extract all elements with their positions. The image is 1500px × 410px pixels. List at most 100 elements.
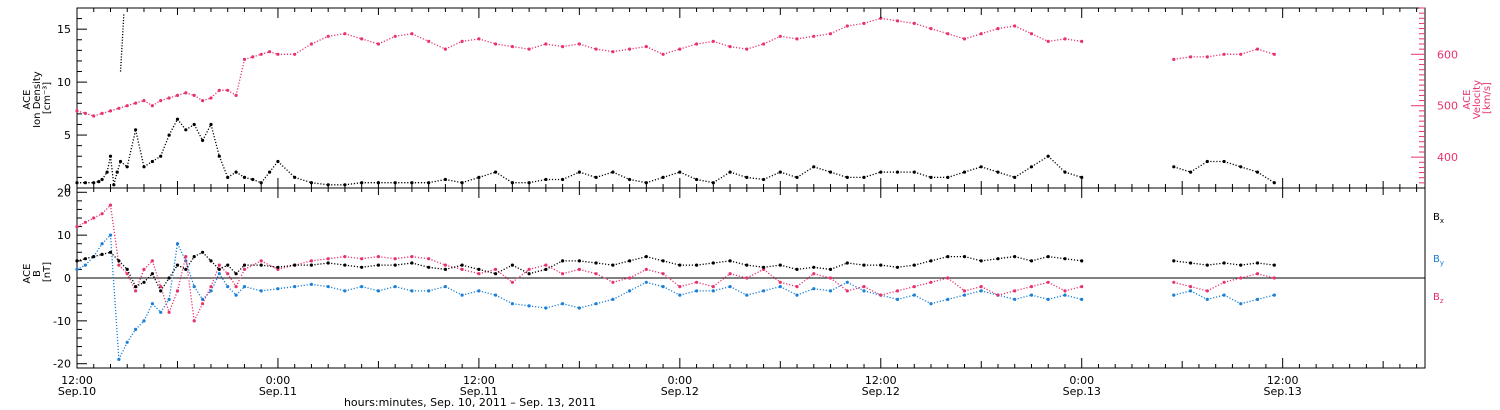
bx-segment: [579, 260, 597, 264]
legend-bz-sub: z: [1440, 297, 1444, 305]
by-segment: [813, 288, 831, 292]
velocity-segment: [411, 33, 429, 42]
bz-segment: [478, 268, 496, 275]
density-segment: [562, 171, 580, 181]
bz-segment: [227, 273, 237, 287]
bz-segment: [930, 277, 948, 283]
bz-segment: [980, 286, 999, 296]
by-segment: [118, 342, 128, 360]
field-tick-label: 0: [64, 272, 71, 285]
density-point: [1080, 175, 1084, 179]
bz-segment: [629, 268, 647, 279]
bx-segment: [210, 260, 220, 270]
bz-segment: [428, 258, 446, 266]
velocity-segment: [964, 33, 982, 40]
density-segment: [113, 171, 118, 185]
velocity-segment: [579, 43, 597, 50]
density-segment: [579, 171, 597, 179]
density-segment: [168, 118, 179, 136]
density-segment: [202, 124, 212, 141]
by-segment: [328, 285, 346, 292]
bx-segment: [545, 260, 563, 270]
density-tick-label: 10: [57, 76, 71, 89]
bx-segment: [746, 264, 764, 268]
by-segment: [529, 305, 546, 309]
bz-segment: [244, 260, 262, 270]
bx-segment: [830, 262, 848, 271]
velocity-segment: [445, 40, 463, 50]
bx-segment: [118, 260, 128, 270]
legend-bz-base: B: [1433, 292, 1440, 303]
bz-segment: [1031, 281, 1049, 288]
bx-segment: [696, 262, 714, 266]
bx-segment: [202, 251, 212, 262]
by-segment: [210, 273, 220, 292]
density-segment: [813, 166, 831, 173]
by-segment: [729, 286, 748, 296]
by-segment: [1207, 294, 1225, 301]
density-segment: [176, 118, 187, 131]
bx-segment: [361, 264, 379, 268]
density-segment: [696, 178, 714, 184]
field-tick-label: 20: [57, 186, 71, 199]
bz-segment: [344, 255, 362, 260]
bx-segment: [629, 255, 647, 262]
velocity-segment: [863, 17, 881, 25]
by-segment: [126, 329, 137, 343]
density-point: [108, 154, 113, 158]
density-segment: [981, 166, 999, 173]
bx-segment: [143, 273, 153, 283]
bz-point: [1272, 276, 1276, 280]
time-x-axis: 12:00Sep.100:00Sep.1112:00Sep.110:00Sep.…: [58, 8, 1418, 398]
by-segment: [1190, 290, 1208, 300]
by-segment: [897, 294, 915, 301]
time-tick-label: 12:00: [61, 374, 93, 387]
by-segment: [562, 303, 580, 309]
by-segment: [461, 290, 480, 296]
bz-segment: [311, 258, 329, 262]
by-segment: [796, 288, 815, 296]
by-segment: [202, 290, 212, 300]
velocity-point: [326, 34, 330, 38]
velocity-segment: [562, 43, 580, 48]
density-segment: [294, 176, 312, 184]
bx-segment: [160, 277, 170, 292]
velocity-segment: [294, 43, 312, 55]
field-y-label-line1: ACE: [22, 264, 33, 284]
bx-segment: [1048, 255, 1066, 260]
density-segment: [997, 171, 1015, 179]
velocity-segment: [596, 48, 613, 53]
by-segment: [646, 281, 664, 288]
bx-segment: [478, 268, 496, 275]
density-segment: [1047, 155, 1066, 173]
bz-segment: [595, 273, 614, 283]
bz-segment: [1240, 273, 1258, 279]
by-segment: [1048, 294, 1066, 301]
velocity-point: [1080, 39, 1084, 44]
bx-segment: [168, 264, 179, 279]
by-segment: [1240, 298, 1258, 305]
velocity-segment: [612, 48, 630, 53]
bx-segment: [495, 264, 513, 275]
velocity-tick-label: 500: [1437, 100, 1458, 113]
bx-segment: [328, 262, 345, 266]
bz-segment: [1014, 285, 1032, 292]
legend-bx: Bx: [1433, 212, 1444, 225]
field-y-label-line2: B: [32, 270, 43, 277]
density-segment: [260, 171, 271, 184]
velocity-segment: [981, 27, 999, 35]
bx-segment: [1190, 262, 1208, 266]
bz-segment: [997, 290, 1015, 296]
by-segment: [545, 303, 563, 309]
field-y-label: ACE B [nT]: [22, 260, 53, 283]
bx-segment: [461, 264, 480, 271]
velocity-segment: [311, 35, 329, 45]
bx-segment: [897, 264, 915, 268]
bz-segment: [528, 264, 547, 271]
bx-segment: [914, 260, 932, 266]
velocity-segment: [428, 40, 446, 50]
velocity-tick-label: 600: [1437, 48, 1458, 61]
bz-segment: [185, 256, 195, 321]
by-segment: [176, 243, 187, 262]
bz-segment: [101, 204, 111, 215]
